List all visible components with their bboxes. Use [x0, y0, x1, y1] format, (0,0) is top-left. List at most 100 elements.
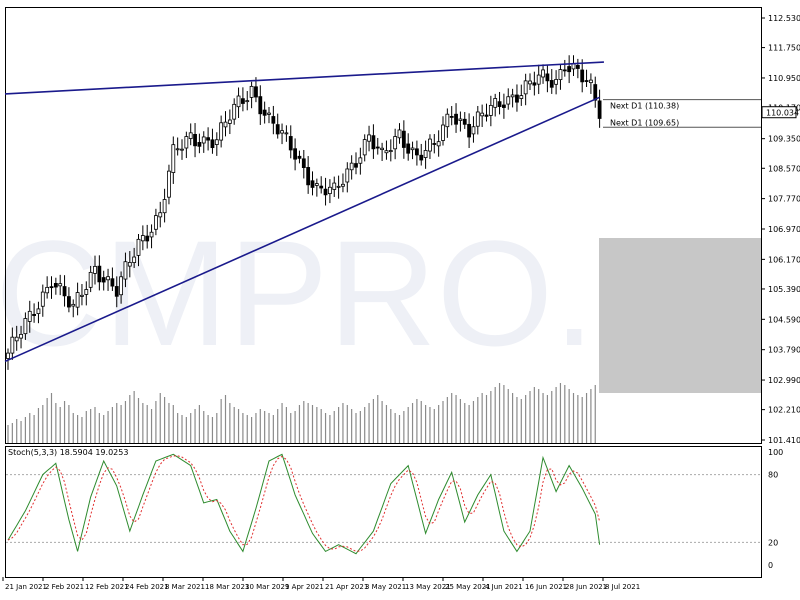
- candle-body: [423, 150, 428, 158]
- candle-body: [293, 148, 298, 160]
- candle-body: [445, 113, 450, 128]
- candle-body: [245, 100, 250, 103]
- candle-body: [462, 118, 467, 125]
- candle-body: [301, 158, 306, 169]
- candle-body: [193, 134, 197, 147]
- stoch-k-line: [7, 453, 601, 555]
- candle-body: [10, 336, 15, 354]
- candle-body: [523, 80, 528, 95]
- price-tick-label: 105.390: [768, 285, 800, 294]
- candle-body: [401, 130, 406, 148]
- candle-body: [467, 123, 472, 138]
- candle-body: [6, 352, 10, 359]
- candle-body: [171, 144, 176, 173]
- candle-body: [297, 155, 302, 159]
- candle-body: [101, 277, 106, 283]
- candle-body: [327, 186, 332, 195]
- candle-body: [354, 163, 358, 168]
- candle-body: [93, 265, 97, 274]
- time-tick-label: 13 May 2021: [405, 583, 451, 591]
- candle-body: [88, 271, 93, 288]
- candle-body: [362, 139, 367, 156]
- candle-body: [432, 143, 437, 145]
- candle-body: [236, 95, 241, 108]
- candle-body: [536, 74, 541, 85]
- candle-body: [436, 141, 441, 147]
- candle-body: [162, 199, 167, 214]
- time-tick-label: 21 Apr 2021: [325, 583, 368, 591]
- candle-body: [188, 132, 193, 139]
- candle-body: [501, 104, 506, 108]
- price-tick-label: 102.210: [768, 406, 800, 415]
- candle-body: [580, 69, 585, 83]
- level-lines: Next D1 (110.38) Next D1 (109.65): [603, 99, 761, 128]
- time-tick-label: 4 Jun 2021: [485, 583, 523, 591]
- candle-body: [358, 157, 363, 164]
- candle-body: [336, 185, 341, 188]
- candle-body: [288, 136, 293, 151]
- stoch-pane-frame: [5, 446, 762, 578]
- candle-body: [493, 98, 498, 108]
- candle-body: [258, 96, 263, 115]
- candle-body: [71, 303, 76, 307]
- trendline-lower[interactable]: [4, 96, 600, 363]
- candle-body: [458, 118, 463, 121]
- candle-body: [97, 265, 102, 283]
- candle-body: [67, 296, 71, 308]
- candle-body: [149, 231, 154, 238]
- candle-body: [528, 80, 532, 85]
- time-tick-label: 21 Jan 2021: [5, 583, 47, 591]
- candle-body: [84, 289, 89, 295]
- candle-body: [428, 138, 432, 152]
- candle-body: [184, 136, 189, 149]
- candle-body: [484, 114, 489, 117]
- stoch-tick-label: 20: [768, 538, 778, 547]
- candle-body: [210, 139, 215, 149]
- time-tick-label: 25 May 2021: [445, 583, 491, 591]
- candle-body: [106, 276, 110, 281]
- stoch-d-line: [7, 455, 601, 552]
- candle-body: [75, 292, 80, 308]
- candle-body: [515, 94, 519, 103]
- candle-body: [532, 82, 537, 86]
- candle-body: [267, 112, 271, 115]
- candle-body: [319, 185, 324, 189]
- level-label: Next D1 (110.38): [610, 102, 679, 111]
- time-tick-label: 16 Jun 2021: [525, 583, 567, 591]
- price-tick-label: 101.410: [768, 436, 800, 445]
- price-tick-label: 109.350: [768, 135, 800, 144]
- candle-body: [541, 69, 545, 78]
- candle-body: [384, 150, 389, 154]
- candle-body: [132, 256, 137, 263]
- candle-body: [554, 79, 558, 85]
- candle-body: [275, 124, 280, 135]
- candle-body: [219, 122, 224, 141]
- trendline-upper[interactable]: [4, 61, 604, 95]
- candle-body: [114, 286, 119, 297]
- candle-body: [36, 308, 41, 314]
- price-tick-label: 103.790: [768, 346, 800, 355]
- candle-body: [80, 294, 84, 297]
- time-tick-label: 24 Feb 2021: [125, 583, 169, 591]
- candle-body: [110, 278, 115, 287]
- candle-body: [262, 109, 267, 116]
- price-tick-label: 110.950: [768, 74, 800, 83]
- candle-body: [227, 119, 232, 124]
- candle-body: [519, 95, 524, 99]
- candle-body: [388, 150, 393, 152]
- stoch-tick-label: 80: [768, 471, 778, 480]
- current-price-label: 110.034: [766, 109, 799, 118]
- candle-body: [414, 148, 419, 156]
- candle-body: [380, 147, 385, 151]
- candle-body: [223, 121, 228, 128]
- price-tick-label: 106.170: [768, 255, 800, 264]
- candle-body: [488, 104, 493, 116]
- volume-bars: [7, 383, 596, 443]
- time-tick-label: 2 Feb 2021: [45, 583, 84, 591]
- candle-body: [240, 98, 245, 104]
- candle-body: [562, 69, 567, 72]
- candle-body: [167, 170, 171, 198]
- candle-body: [49, 286, 54, 289]
